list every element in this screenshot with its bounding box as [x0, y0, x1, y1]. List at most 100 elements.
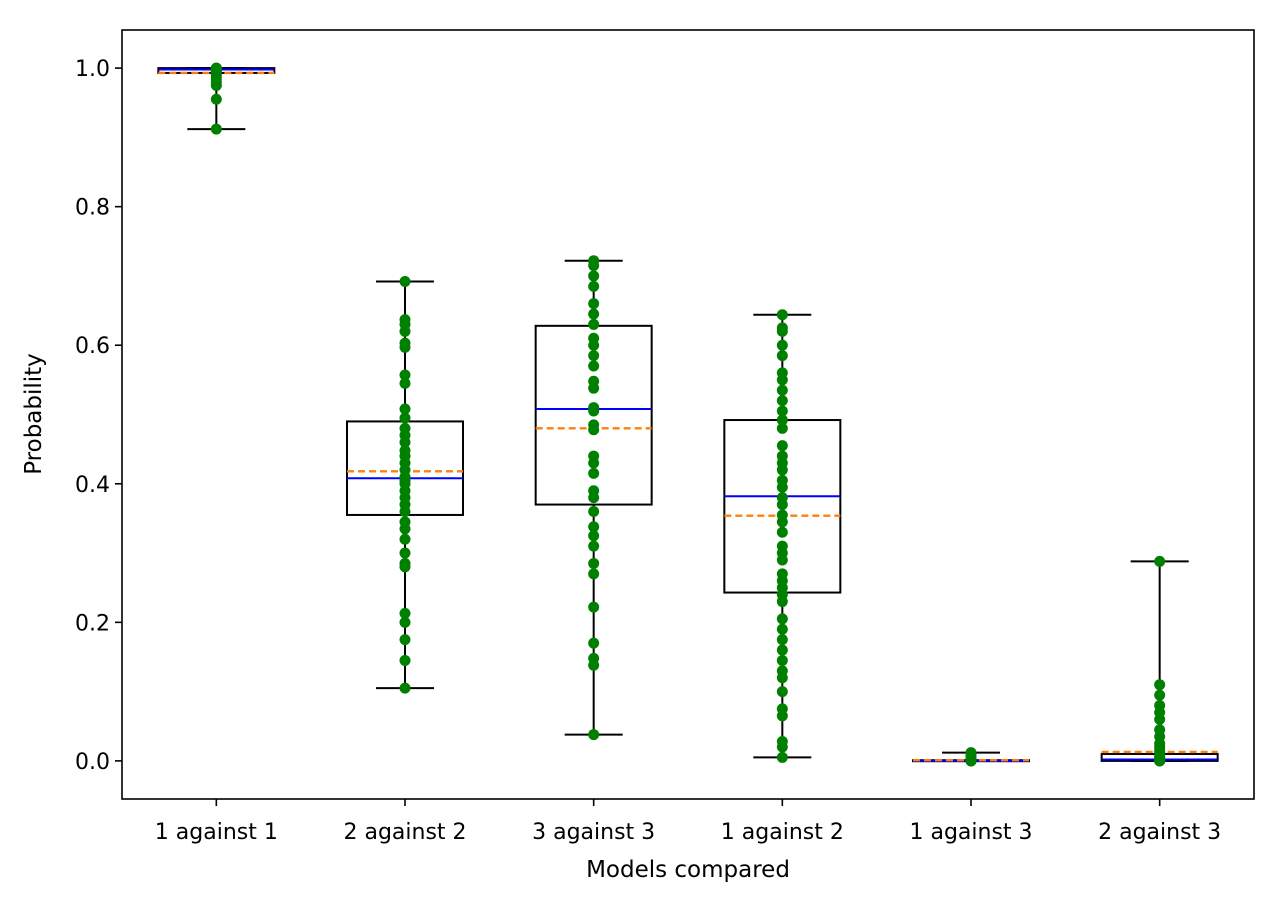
- data-point: [399, 523, 411, 535]
- data-point: [965, 755, 977, 767]
- data-point: [776, 672, 788, 684]
- data-point: [776, 405, 788, 417]
- data-point: [588, 270, 600, 282]
- data-point: [588, 318, 600, 330]
- data-point: [588, 298, 600, 310]
- y-tick-label: 0.2: [75, 611, 110, 636]
- data-point: [1154, 713, 1166, 725]
- data-point: [1154, 755, 1166, 767]
- y-tick-label: 0.4: [75, 473, 110, 498]
- data-point: [399, 634, 411, 646]
- data-point: [399, 275, 411, 287]
- y-tick-label: 0.6: [75, 334, 110, 359]
- x-axis-label: Models compared: [586, 857, 790, 883]
- data-point: [210, 79, 222, 91]
- data-point: [776, 554, 788, 566]
- data-point: [776, 499, 788, 511]
- data-point: [776, 613, 788, 625]
- x-axis: 1 against 1 2 against 2 3 against 3 1 again…: [155, 799, 1221, 845]
- data-point: [776, 481, 788, 493]
- data-point: [399, 654, 411, 666]
- data-point: [776, 741, 788, 753]
- x-tick-label: 1 against 2: [721, 820, 844, 845]
- data-point: [776, 440, 788, 452]
- data-point: [588, 492, 600, 504]
- data-point: [399, 607, 411, 619]
- data-point: [399, 403, 411, 415]
- data-point: [588, 360, 600, 372]
- x-tick-label: 2 against 3: [1098, 820, 1221, 845]
- data-point: [776, 516, 788, 528]
- data-point: [776, 464, 788, 476]
- x-tick-label: 1 against 1: [155, 820, 278, 845]
- data-point: [588, 729, 600, 741]
- data-point: [399, 436, 411, 448]
- y-tick-label: 0.0: [75, 750, 110, 775]
- data-point: [399, 533, 411, 545]
- y-axis: 0.0 0.2 0.4 0.6 0.8 1.0: [75, 57, 122, 775]
- data-point: [399, 682, 411, 694]
- data-point: [776, 374, 788, 386]
- data-point: [399, 561, 411, 573]
- data-point: [588, 308, 600, 320]
- data-points: [776, 309, 788, 763]
- data-point: [399, 547, 411, 559]
- data-point: [1154, 689, 1166, 701]
- data-point: [588, 457, 600, 469]
- data-point: [776, 654, 788, 666]
- data-points: [210, 62, 222, 135]
- data-point: [1154, 555, 1166, 567]
- data-point: [588, 467, 600, 479]
- data-point: [776, 325, 788, 337]
- data-point: [776, 414, 788, 426]
- y-tick-label: 0.8: [75, 196, 110, 221]
- data-point: [776, 710, 788, 722]
- data-point: [776, 751, 788, 763]
- data-point: [588, 382, 600, 394]
- data-point: [776, 350, 788, 362]
- data-point: [399, 341, 411, 353]
- data-points: [399, 275, 411, 694]
- data-point: [776, 384, 788, 396]
- data-point: [588, 339, 600, 351]
- data-point: [588, 405, 600, 417]
- data-point: [210, 93, 222, 105]
- data-point: [588, 505, 600, 517]
- data-point: [399, 369, 411, 381]
- data-points: [588, 255, 600, 741]
- data-point: [776, 623, 788, 635]
- data-point: [588, 424, 600, 436]
- data-point: [588, 601, 600, 613]
- data-point: [776, 686, 788, 698]
- data-point: [776, 644, 788, 656]
- x-tick-label: 1 against 3: [909, 820, 1032, 845]
- data-point: [776, 422, 788, 434]
- y-axis-label: Probability: [21, 353, 47, 475]
- data-point: [399, 616, 411, 628]
- data-point: [399, 505, 411, 517]
- data-point: [1154, 679, 1166, 691]
- data-point: [588, 521, 600, 533]
- data-point: [588, 637, 600, 649]
- x-tick-label: 3 against 3: [532, 820, 655, 845]
- data-point: [588, 350, 600, 362]
- points-layer: [210, 62, 1166, 767]
- data-point: [776, 309, 788, 321]
- plot-frame: [121, 29, 1255, 800]
- data-point: [588, 659, 600, 671]
- data-point: [588, 530, 600, 542]
- data-point: [588, 568, 600, 580]
- data-points: [965, 747, 977, 767]
- data-point: [776, 395, 788, 407]
- data-point: [399, 377, 411, 389]
- data-point: [776, 634, 788, 646]
- data-point: [588, 557, 600, 569]
- data-point: [588, 280, 600, 292]
- x-tick-label: 2 against 2: [343, 820, 466, 845]
- data-point: [776, 526, 788, 538]
- data-point: [399, 325, 411, 337]
- data-point: [588, 260, 600, 272]
- boxes-layer: [157, 67, 1219, 763]
- data-point: [776, 339, 788, 351]
